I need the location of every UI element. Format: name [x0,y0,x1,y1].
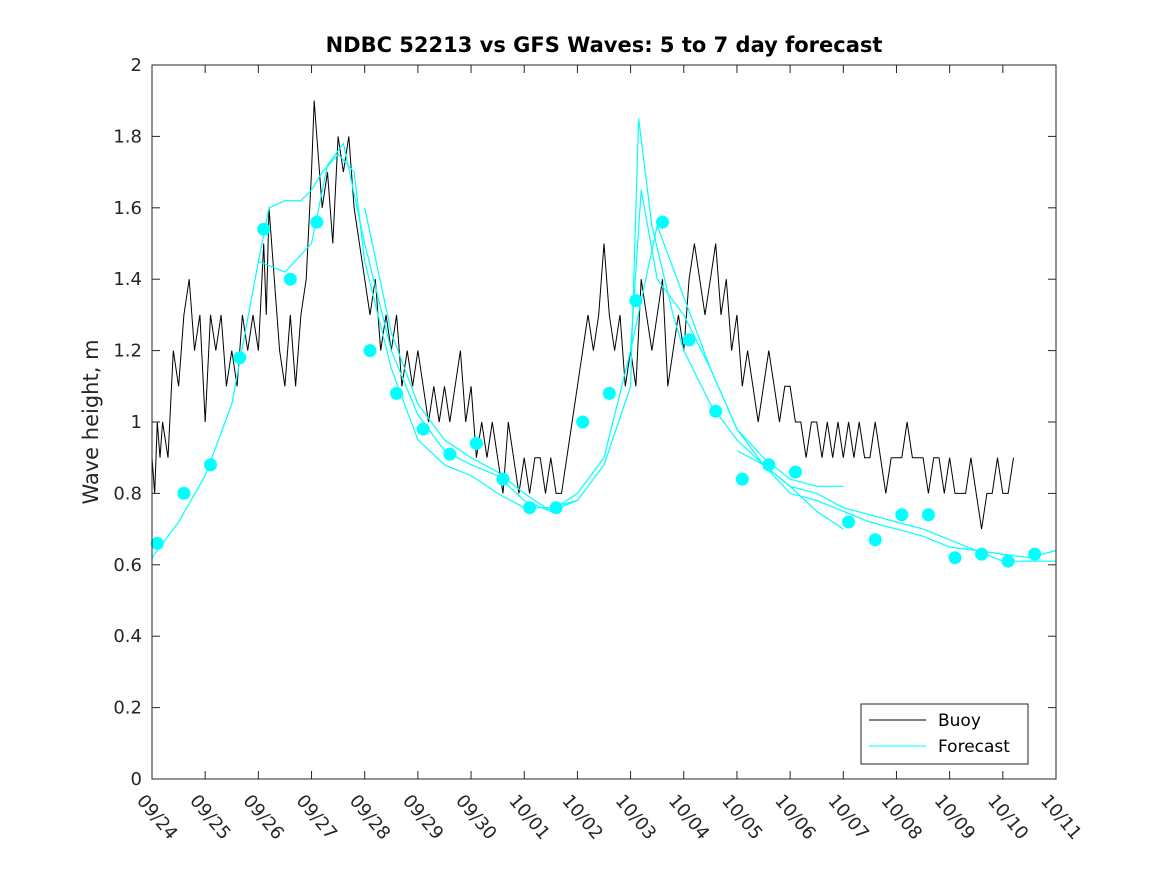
forecast-marker [257,222,271,236]
y-tick-label: 0.8 [113,483,142,504]
y-tick-label: 0.4 [113,626,142,647]
y-tick-label: 1.6 [113,198,142,219]
forecast-marker [416,422,430,436]
forecast-marker [496,472,510,486]
forecast-marker [549,501,563,515]
legend-label-forecast: Forecast [938,737,1010,757]
forecast-marker [868,533,882,547]
forecast-marker [602,386,616,400]
y-tick-label: 1.2 [113,341,142,362]
forecast-marker [310,215,324,229]
y-axis-label: Wave height, m [79,339,103,504]
forecast-marker [842,515,856,529]
legend: Buoy Forecast [860,703,1029,765]
y-tick-label: 1 [131,412,142,433]
chart-title: NDBC 52213 vs GFS Waves: 5 to 7 day fore… [326,33,883,57]
forecast-marker [150,536,164,550]
forecast-marker [656,215,669,229]
forecast-marker [921,508,935,522]
forecast-marker [948,551,962,565]
legend-box [860,703,1029,765]
forecast-marker [443,447,457,461]
forecast-marker [762,458,776,472]
forecast-marker [233,351,247,365]
forecast-marker [363,344,377,358]
forecast-marker [735,472,749,486]
forecast-run-line-3 [364,118,844,530]
forecast-marker [1001,554,1015,568]
forecast-marker [523,501,537,515]
forecast-marker [390,386,404,400]
y-tick-label: 2 [131,55,142,76]
plot-area [152,65,1056,779]
forecast-marker [975,547,989,561]
forecast-marker [895,508,909,522]
forecast-marker [283,272,297,286]
y-tick-label: 0.6 [113,555,142,576]
y-tick-label: 1.8 [113,126,142,147]
y-tick-label: 0.2 [113,698,142,719]
forecast-marker [1028,547,1042,561]
forecast-marker [177,486,191,500]
buoy-line [151,100,1014,530]
y-tick-label: 1.4 [113,269,142,290]
forecast-marker [469,436,483,450]
legend-label-buoy: Buoy [938,711,981,731]
forecast-marker [709,404,723,418]
forecast-marker [629,294,643,308]
forecast-marker [576,415,590,429]
y-tick-label: 0 [131,769,142,790]
forecast-marker [204,458,217,472]
forecast-marker [788,465,802,479]
forecast-marker [682,333,696,347]
series-layer [150,100,1057,568]
